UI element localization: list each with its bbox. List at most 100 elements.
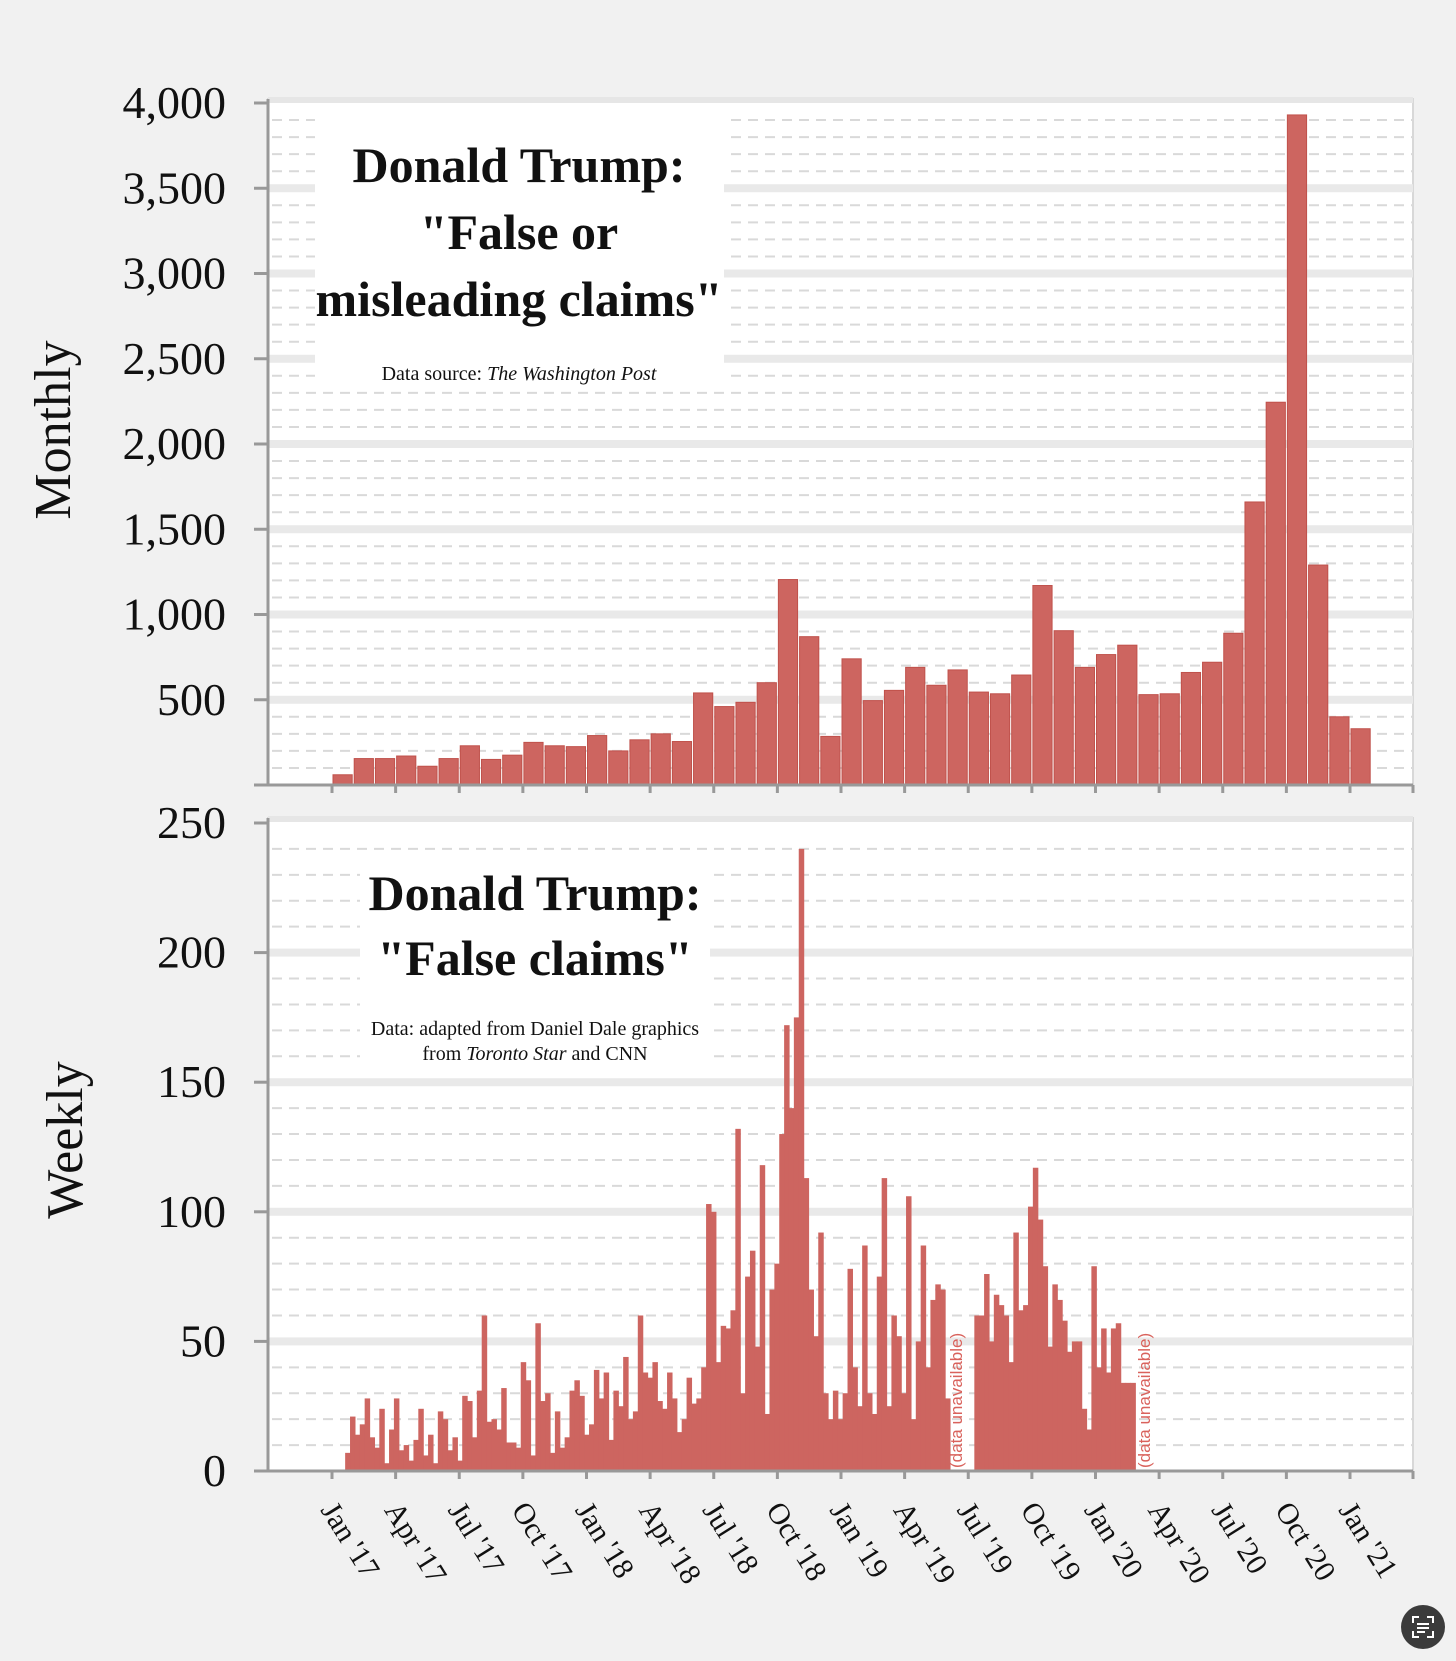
bar-week-10 bbox=[393, 1398, 400, 1471]
bar-week-12 bbox=[403, 1445, 410, 1471]
bar-week-136 bbox=[1008, 1362, 1014, 1471]
y-tick-label: 250 bbox=[157, 797, 226, 848]
bar-week-89 bbox=[779, 1134, 785, 1471]
bar-week-135 bbox=[1003, 1315, 1010, 1471]
x-tick-label: Jul '19 bbox=[950, 1496, 1019, 1580]
bar-week-48 bbox=[579, 1395, 585, 1471]
bar-month-43 bbox=[1244, 501, 1265, 786]
bar-week-7 bbox=[379, 1408, 385, 1471]
monthly-title-box: Donald Trump: "False or misleading claims"… bbox=[315, 119, 724, 387]
bar-week-41 bbox=[545, 1393, 551, 1471]
bar-week-103 bbox=[847, 1268, 853, 1471]
bar-week-108 bbox=[871, 1413, 878, 1471]
bar-month-38 bbox=[1138, 694, 1159, 786]
bar-week-56 bbox=[618, 1406, 624, 1471]
x-tick-label: Jan '17 bbox=[314, 1496, 386, 1584]
bar-week-141 bbox=[1032, 1167, 1039, 1471]
major-gridline bbox=[268, 269, 1413, 278]
bar-week-116 bbox=[910, 1419, 917, 1471]
major-gridline bbox=[268, 695, 1413, 704]
bar-week-94 bbox=[803, 1178, 810, 1471]
bar-week-63 bbox=[652, 1362, 658, 1471]
bar-week-39 bbox=[535, 1323, 541, 1471]
bar-week-61 bbox=[642, 1372, 649, 1471]
bar-week-72 bbox=[696, 1398, 702, 1471]
bar-week-140 bbox=[1027, 1206, 1034, 1471]
text-scan-icon[interactable] bbox=[1401, 1605, 1445, 1649]
y-axis-label: Monthly bbox=[25, 340, 82, 519]
y-tick-label: 3,000 bbox=[123, 248, 227, 299]
y-tick-label: 1,000 bbox=[123, 589, 227, 640]
x-tick-label: Oct '18 bbox=[759, 1496, 833, 1587]
bar-week-104 bbox=[852, 1367, 858, 1471]
bar-month-36 bbox=[1096, 654, 1117, 786]
major-gridline bbox=[268, 440, 1413, 448]
bar-week-114 bbox=[901, 1393, 907, 1471]
bar-week-5 bbox=[369, 1437, 376, 1471]
bar-week-70 bbox=[686, 1377, 693, 1471]
bar-week-15 bbox=[418, 1408, 424, 1471]
bar-month-40 bbox=[1180, 671, 1202, 786]
bar-month-37 bbox=[1117, 644, 1138, 786]
y-tick-label: 150 bbox=[157, 1056, 226, 1107]
bar-week-146 bbox=[1057, 1299, 1063, 1471]
plot-top-band bbox=[268, 816, 1413, 822]
bar-week-14 bbox=[413, 1439, 419, 1471]
x-tick-label: Jul '18 bbox=[696, 1496, 765, 1580]
bar-week-144 bbox=[1047, 1346, 1053, 1471]
bar-week-8 bbox=[384, 1463, 390, 1471]
bar-week-46 bbox=[569, 1390, 575, 1471]
bar-month-35 bbox=[1074, 666, 1095, 786]
bar-week-122 bbox=[940, 1289, 946, 1471]
bar-week-65 bbox=[662, 1408, 668, 1471]
bar-week-50 bbox=[589, 1424, 595, 1471]
bar-month-29 bbox=[947, 669, 968, 786]
major-gridline bbox=[268, 525, 1413, 534]
bar-month-18 bbox=[714, 706, 735, 786]
bar-week-145 bbox=[1052, 1284, 1058, 1471]
bar-week-121 bbox=[935, 1284, 941, 1471]
weekly-bars bbox=[345, 848, 1136, 1471]
bar-week-30 bbox=[491, 1419, 497, 1471]
bar-week-106 bbox=[862, 1245, 868, 1471]
data-unavailable-annotation: (data unavailable) bbox=[947, 1333, 966, 1468]
bar-week-18 bbox=[432, 1463, 439, 1471]
chart-title-line: Donald Trump: bbox=[353, 137, 686, 193]
bar-week-131 bbox=[984, 1274, 990, 1471]
bar-week-105 bbox=[857, 1406, 863, 1471]
bar-week-42 bbox=[549, 1452, 556, 1471]
bar-week-21 bbox=[447, 1450, 454, 1471]
y-tick-label: 2,000 bbox=[123, 418, 227, 469]
bar-month-2 bbox=[374, 758, 396, 786]
bar-week-26 bbox=[471, 1437, 478, 1471]
bar-week-118 bbox=[920, 1245, 927, 1471]
bar-month-48 bbox=[1350, 728, 1371, 786]
bar-week-143 bbox=[1042, 1266, 1049, 1471]
bar-week-29 bbox=[486, 1421, 493, 1471]
bar-week-24 bbox=[462, 1395, 468, 1471]
bar-week-98 bbox=[823, 1393, 829, 1471]
bar-week-11 bbox=[398, 1450, 405, 1471]
bar-week-147 bbox=[1062, 1320, 1068, 1471]
bar-week-66 bbox=[667, 1372, 673, 1471]
bar-month-24 bbox=[841, 658, 862, 786]
major-gridline bbox=[268, 610, 1413, 619]
y-tick-label: 200 bbox=[157, 927, 226, 978]
bar-week-55 bbox=[613, 1390, 619, 1471]
bar-week-59 bbox=[632, 1411, 639, 1471]
bar-week-37 bbox=[525, 1380, 532, 1471]
data-source-prefix: from bbox=[422, 1043, 466, 1065]
bar-week-2 bbox=[354, 1434, 361, 1471]
bar-week-73 bbox=[701, 1367, 707, 1471]
bar-week-35 bbox=[515, 1447, 522, 1471]
bar-week-132 bbox=[988, 1341, 995, 1471]
bar-week-110 bbox=[881, 1178, 888, 1471]
bar-week-17 bbox=[428, 1434, 434, 1471]
bar-week-101 bbox=[837, 1419, 844, 1471]
y-tick-label: 4,000 bbox=[123, 77, 227, 128]
y-tick-label: 0 bbox=[203, 1445, 226, 1496]
bar-month-45 bbox=[1286, 114, 1308, 786]
bar-month-31 bbox=[989, 693, 1011, 786]
bar-week-159 bbox=[1120, 1382, 1127, 1471]
data-source-suffix: and CNN bbox=[567, 1043, 648, 1065]
